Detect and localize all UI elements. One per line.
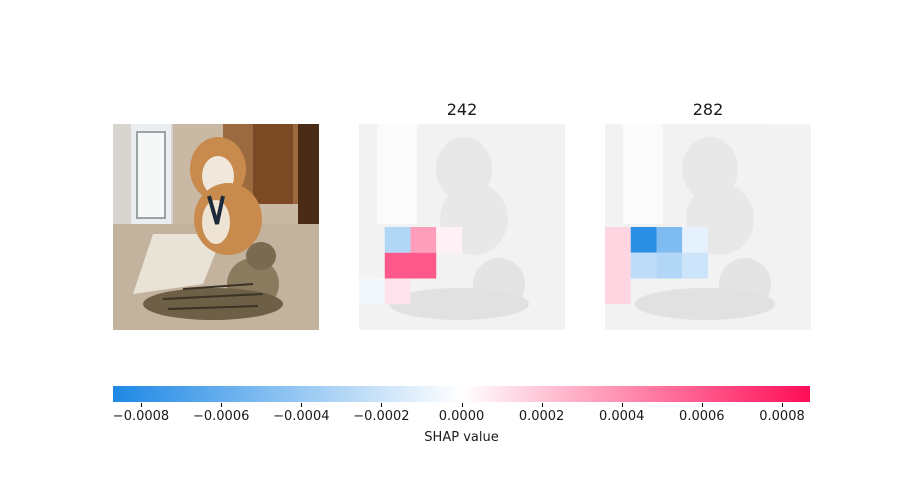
shap-cell — [656, 227, 683, 253]
shap-cell — [630, 252, 657, 279]
colorbar-tick-label: 0.0002 — [518, 409, 565, 424]
colorbar-tick-mark — [221, 403, 223, 407]
panel-title-282: 282 — [692, 100, 724, 119]
shap-cell — [682, 227, 708, 253]
shap-panel-242 — [359, 124, 565, 330]
shap-cell — [384, 227, 411, 253]
colorbar-tick-mark — [461, 403, 463, 407]
colorbar-tick-mark — [541, 403, 543, 407]
colorbar-ticks: −0.0008 −0.0006 −0.0004 −0.0002 0.0000 0.0002… — [113, 403, 810, 433]
shap-cell — [605, 227, 631, 253]
colorbar-label: SHAP value — [424, 430, 499, 445]
colorbar-tick-mark — [141, 403, 142, 407]
shap-cell — [410, 252, 437, 279]
shap-cell — [410, 227, 437, 253]
colorbar-tick-label: −0.0008 — [112, 409, 170, 424]
colorbar-tick-label: −0.0004 — [273, 409, 330, 424]
colorbar — [113, 386, 810, 404]
colorbar-tick-mark — [301, 403, 303, 407]
shap-cell — [605, 252, 631, 279]
original-photo — [113, 124, 319, 330]
shap-cell — [359, 278, 385, 305]
colorbar-tick-mark — [381, 403, 383, 407]
shap-panel-282 — [605, 124, 811, 330]
colorbar-gradient — [113, 386, 810, 402]
colorbar-tick-label: 0.0006 — [679, 409, 725, 424]
original-image-panel — [113, 124, 319, 330]
shap-cell — [682, 252, 708, 279]
colorbar-tick-mark — [701, 403, 703, 407]
panel-title-242: 242 — [446, 100, 478, 119]
colorbar-tick-label: 0.0000 — [438, 409, 485, 424]
shap-heatmap-282 — [605, 124, 811, 330]
shap-cell — [630, 227, 657, 253]
shap-cell — [656, 252, 683, 279]
colorbar-tick-label: −0.0006 — [192, 409, 250, 424]
shap-cell — [436, 227, 462, 253]
shap-cell — [605, 278, 631, 305]
shap-heatmap-242 — [359, 124, 565, 330]
colorbar-tick-label: −0.0002 — [353, 409, 410, 424]
shap-cell — [384, 278, 411, 305]
shap-cell — [384, 252, 411, 279]
colorbar-tick-label: 0.0004 — [598, 409, 645, 424]
colorbar-tick-mark — [621, 403, 623, 407]
colorbar-tick-label: 0.0008 — [759, 409, 805, 424]
colorbar-tick-mark — [782, 403, 783, 407]
